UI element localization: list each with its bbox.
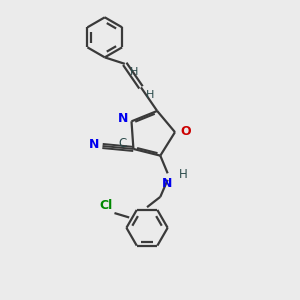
Text: N: N: [162, 177, 172, 190]
Text: N: N: [118, 112, 128, 125]
Text: C: C: [118, 137, 126, 150]
Text: Cl: Cl: [100, 199, 113, 212]
Text: H: H: [179, 168, 188, 181]
Text: H: H: [146, 90, 155, 100]
Text: N: N: [89, 138, 100, 151]
Text: O: O: [180, 125, 190, 138]
Text: H: H: [130, 67, 139, 77]
